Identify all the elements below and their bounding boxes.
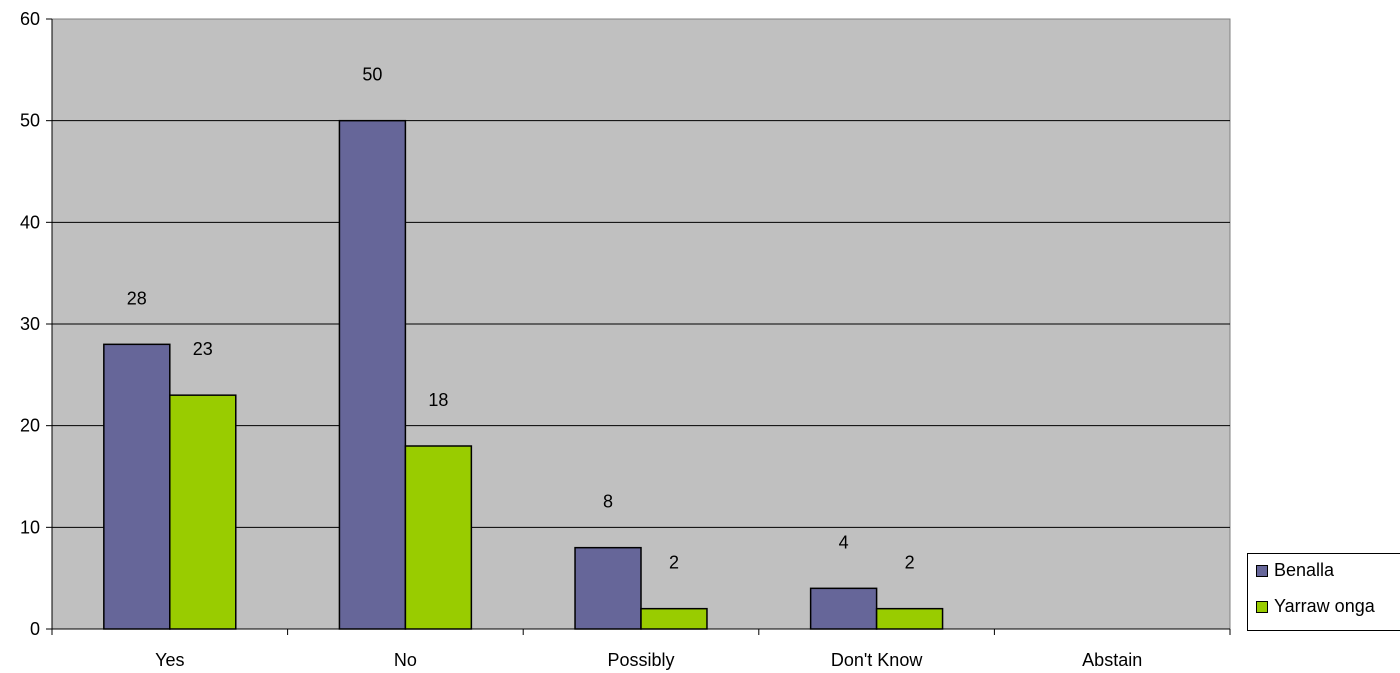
data-label: 18 [428,390,448,410]
data-label: 28 [127,288,147,308]
bars [103,119,944,630]
x-tick-label: Possibly [607,650,674,670]
legend-label-series-2: Yarraw onga [1274,596,1375,616]
x-axis: Yes No Possibly Don't Know Abstain [51,628,1231,670]
data-label: 23 [193,339,213,359]
bar [574,546,642,630]
data-label: 2 [905,553,915,573]
bar [103,343,171,630]
y-tick-label: 0 [30,619,40,639]
y-tick-label: 50 [20,111,40,131]
y-tick-label: 20 [20,416,40,436]
y-tick-label: 40 [20,212,40,232]
bar [875,607,944,630]
x-tick-label: Don't Know [831,650,923,670]
bar [809,587,878,630]
y-tick-label: 10 [20,517,40,537]
bar [640,607,708,630]
data-label: 8 [603,492,613,512]
bar [169,394,237,630]
y-tick-label: 60 [20,9,40,29]
legend-swatch-series-2 [1256,600,1268,613]
x-tick-label: Abstain [1082,650,1142,670]
bar [404,445,473,630]
data-label: 50 [362,65,382,85]
legend: Benalla Yarraw onga [1247,553,1400,631]
legend-item-series-1: Benalla [1256,560,1334,581]
x-tick-label: No [394,650,417,670]
legend-label-series-1: Benalla [1274,560,1335,580]
data-labels: 28 23 50 18 8 2 4 2 [127,65,915,573]
legend-swatch-series-1 [1256,564,1268,577]
bar [338,119,407,630]
data-label: 2 [669,553,679,573]
data-label: 4 [839,532,849,552]
gridlines [52,120,1230,528]
y-axis: 0 10 20 30 40 50 60 [20,9,53,639]
y-tick-label: 30 [20,314,40,334]
legend-item-series-2: Yarraw onga [1256,596,1375,617]
x-tick-label: Yes [155,650,184,670]
